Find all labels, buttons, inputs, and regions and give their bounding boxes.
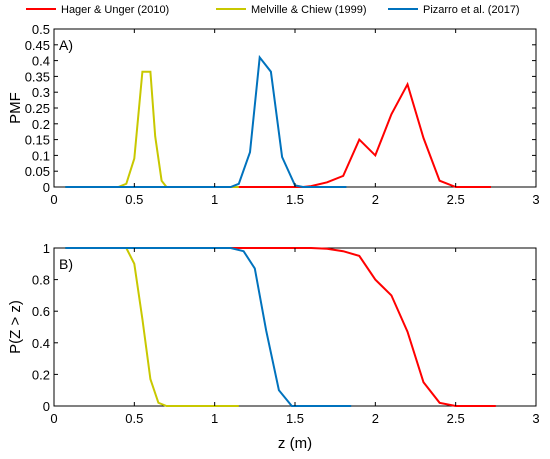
legend-label-3: Pizarro et al. (2017) (423, 4, 520, 16)
panel-a-ytick-label-2: 0.1 (32, 148, 50, 163)
panel-a-xtick-label-6: 3 (532, 192, 539, 207)
panel-a-xtick-label-0: 0 (50, 192, 57, 207)
panel-a-y-axis-label: PMF (7, 92, 24, 124)
panel-a-axes-box (53, 28, 537, 188)
panel-b-xtick-label-3: 1.5 (286, 411, 304, 426)
panel-b-exceedance-chart: 0 0.5 1 1.5 2 2.5 3 0 0.2 0.4 0.6 0.8 1 B) P(Z > z) z (… (7, 241, 540, 452)
panel-b-xtick-label-1: 0.5 (125, 411, 143, 426)
panel-b-x-axis-label: z (m) (278, 435, 312, 452)
panel-a-ytick-label-9: 0.45 (25, 38, 50, 53)
panel-b-ytick-label-2: 0.4 (32, 336, 50, 351)
panel-b-xtick-label-0: 0 (50, 411, 57, 426)
panel-b-ytick-label-5: 1 (43, 241, 50, 256)
panel-a-ytick-label-5: 0.25 (25, 101, 50, 116)
panel-a-ytick-label-7: 0.35 (25, 69, 50, 84)
panel-a-ytick-label-4: 0.2 (32, 117, 50, 132)
panel-b-xtick-label-5: 2.5 (447, 411, 465, 426)
panel-b-series-3-line (65, 247, 352, 407)
panel-a-series-3-line (65, 54, 347, 188)
panel-a-ytick-label-10: 0.5 (32, 22, 50, 37)
panel-b-xtick-label-4: 2 (372, 411, 379, 426)
panel-a-series-1-line (65, 81, 491, 188)
panel-b-ytick-label-3: 0.6 (32, 304, 50, 319)
panel-a-xtick-label-5: 2.5 (447, 192, 465, 207)
panel-b-xtick-label-2: 1 (211, 411, 218, 426)
panel-a-ytick-label-0: 0 (43, 180, 50, 195)
panel-a-ytick-label-6: 0.3 (32, 85, 50, 100)
panel-b-ytick-label-1: 0.2 (32, 367, 50, 382)
panel-a-ytick-label-1: 0.05 (25, 164, 50, 179)
panel-b-ytick-label-0: 0 (43, 399, 50, 414)
panel-a-xtick-label-4: 2 (372, 192, 379, 207)
panel-a-ytick-label-3: 0.15 (25, 133, 50, 148)
panel-a-series-2-line (65, 70, 239, 188)
panel-b-ytick-label-4: 0.8 (32, 273, 50, 288)
panel-a-pmf-chart: 0 0.5 1 1.5 2 2.5 300.050.10.150.20.250.30.350… (7, 22, 540, 207)
panel-a-label: A) (59, 37, 73, 53)
panel-a-xtick-label-3: 1.5 (286, 192, 304, 207)
panel-a-xtick-label-1: 0.5 (125, 192, 143, 207)
panel-a-ytick-label-8: 0.4 (32, 54, 50, 69)
panel-b-series-2-line (65, 247, 239, 407)
legend: Hager & Unger (2010) Melville & Chiew (19… (26, 4, 520, 16)
panel-b-label: B) (59, 256, 73, 272)
panel-b-y-axis-label: P(Z > z) (7, 300, 24, 354)
legend-label-1: Hager & Unger (2010) (61, 4, 169, 16)
panel-b-xtick-label-6: 3 (532, 411, 539, 426)
panel-b-series-1-line (65, 247, 496, 407)
legend-label-2: Melville & Chiew (1999) (251, 4, 367, 16)
panel-a-xtick-label-2: 1 (211, 192, 218, 207)
panel-b-axes-box (53, 247, 537, 407)
